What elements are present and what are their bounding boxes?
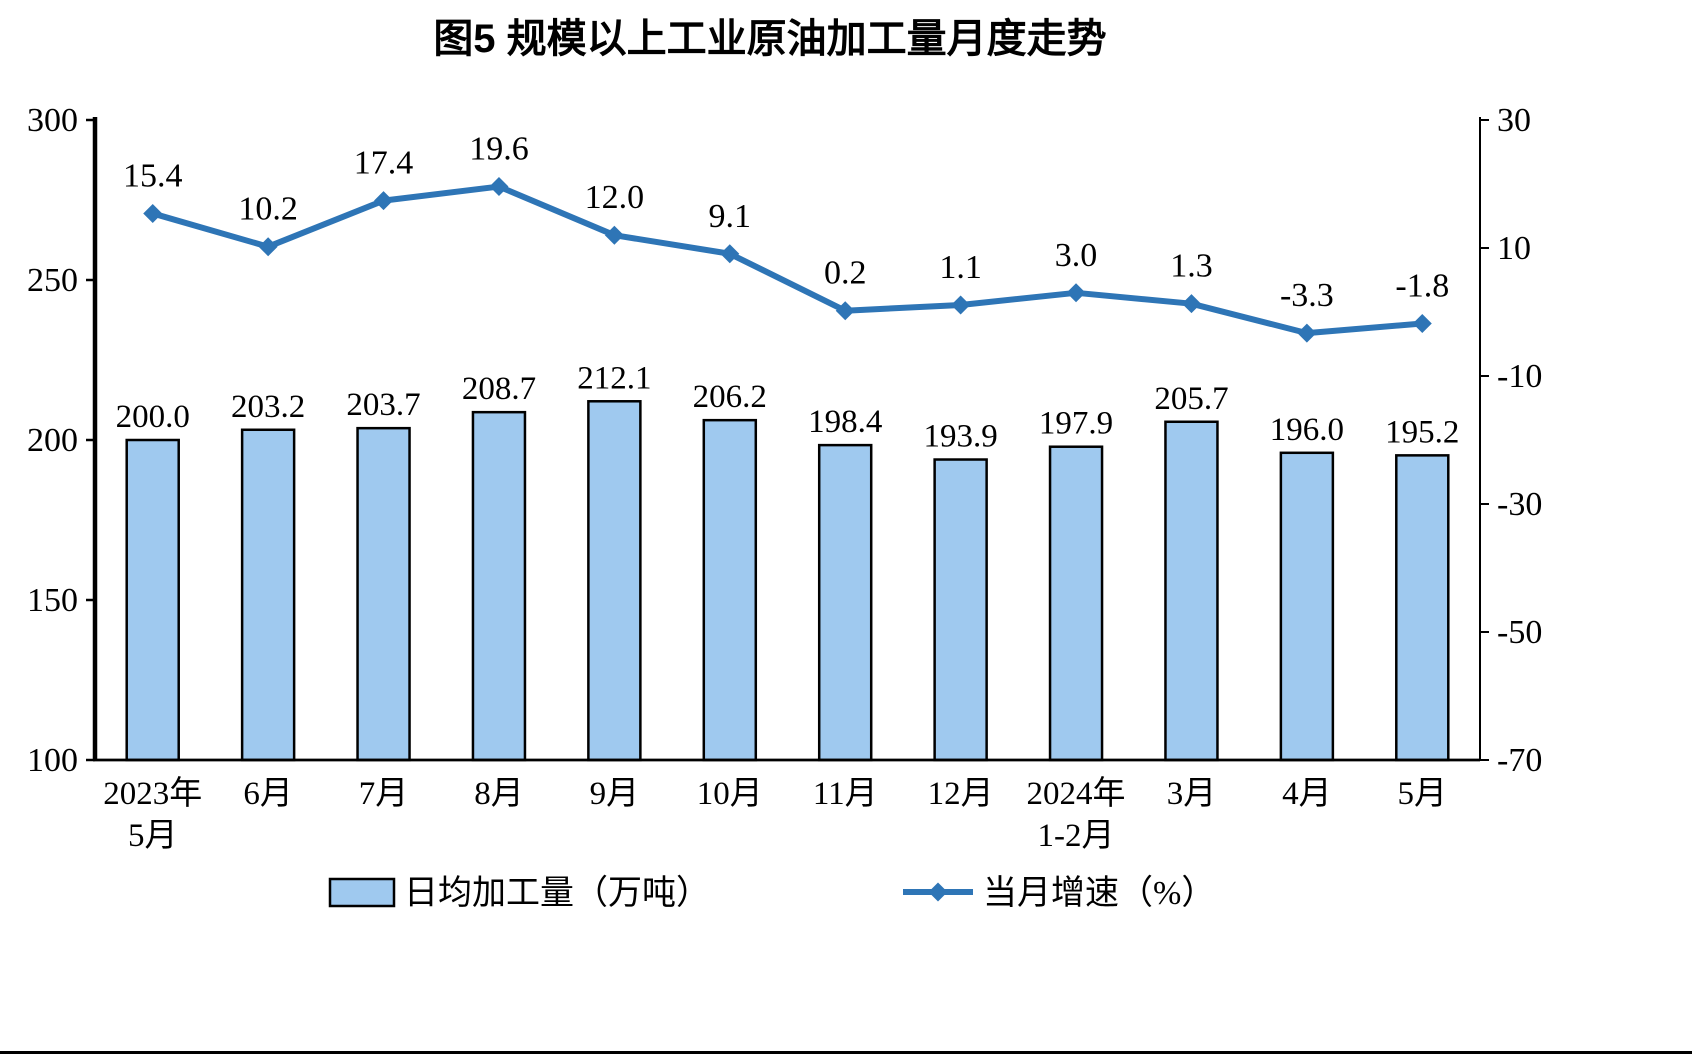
line-value-label-4: 12.0 <box>585 179 645 216</box>
legend-line-label: 当月增速（%） <box>983 874 1215 912</box>
line-value-label-0: 15.4 <box>123 157 183 194</box>
line-value-label-2: 17.4 <box>354 145 414 182</box>
line-marker-2 <box>374 191 394 211</box>
line-marker-5 <box>720 244 740 264</box>
bar-value-label-7: 193.9 <box>924 419 998 455</box>
line-value-label-7: 1.1 <box>939 249 982 286</box>
bar-value-label-8: 197.9 <box>1039 406 1113 442</box>
left-tick-label-2: 200 <box>27 422 78 459</box>
bar-3 <box>471 410 527 762</box>
line-value-label-5: 9.1 <box>709 198 752 235</box>
right-tick-label-4: 10 <box>1497 230 1531 267</box>
bar-value-label-2: 203.7 <box>346 387 420 423</box>
bar-5 <box>702 418 758 762</box>
line-marker-7 <box>951 295 971 315</box>
bar-value-label-11: 195.2 <box>1385 414 1459 450</box>
x-axis-label-0: 2023年 <box>103 775 202 812</box>
line-value-label-8: 3.0 <box>1055 237 1098 274</box>
right-tick-label-5: 30 <box>1497 102 1531 139</box>
x-axis-label-3: 8月 <box>474 776 524 812</box>
bar-0 <box>125 438 180 762</box>
line-marker-4 <box>604 225 624 245</box>
bar-value-label-0: 200.0 <box>116 399 190 435</box>
line-value-label-9: 1.3 <box>1170 248 1213 285</box>
x-axis-label-10: 4月 <box>1282 776 1332 812</box>
bar-4 <box>587 400 642 762</box>
line-value-label-11: -1.8 <box>1395 268 1449 305</box>
line-marker-3 <box>489 177 509 197</box>
bar-1 <box>240 428 296 762</box>
right-tick-label-0: -70 <box>1497 742 1542 779</box>
trend-line <box>149 183 1426 337</box>
line-marker-6 <box>835 301 855 321</box>
bar-value-label-10: 196.0 <box>1270 412 1344 448</box>
bar-value-label-1: 203.2 <box>231 389 305 425</box>
x-axis-label-2: 7月 <box>359 776 409 812</box>
x-axis-label-11: 5月 <box>1398 776 1448 812</box>
legend-bar-label: 日均加工量（万吨） <box>404 874 710 912</box>
x-axis-label-6: 11月 <box>813 776 878 812</box>
bar-2 <box>356 426 411 762</box>
x-axis-label-8: 2024年 <box>1027 775 1126 812</box>
right-tick-label-2: -30 <box>1497 486 1542 523</box>
plot-area: 200.0 203.2 203.7 208.7 212.1 206.2 198.4 193.9… <box>27 102 1542 854</box>
chart-title: 图5 规模以上工业原油加工量月度走势 <box>433 17 1106 61</box>
legend-bar-swatch <box>328 877 396 908</box>
legend: 日均加工量（万吨） 当月增速（%） <box>328 874 1215 912</box>
bar-11 <box>1395 454 1450 762</box>
left-tick-label-4: 300 <box>27 102 78 139</box>
line-marker-0 <box>143 203 163 223</box>
x-axis-label-8-line2: 1-2月 <box>1038 818 1115 854</box>
right-tick-label-3: -10 <box>1497 358 1542 395</box>
x-axis-label-4: 9月 <box>590 776 640 812</box>
bar-value-label-9: 205.7 <box>1154 381 1228 417</box>
legend-line-marker <box>928 882 948 902</box>
line-value-label-6: 0.2 <box>824 255 867 292</box>
x-axis-label-5: 10月 <box>697 776 763 812</box>
bar-value-label-4: 212.1 <box>577 360 651 396</box>
left-tick-label-3: 250 <box>27 262 78 299</box>
line-value-label-3: 19.6 <box>469 131 529 168</box>
left-tick-label-1: 150 <box>27 582 78 619</box>
x-axis-label-0-line2: 5月 <box>128 818 178 854</box>
line-marker-1 <box>258 237 278 257</box>
bar-7 <box>933 458 988 762</box>
bar-value-label-5: 206.2 <box>693 379 767 415</box>
line-marker-9 <box>1181 294 1201 314</box>
line-marker-8 <box>1066 283 1086 303</box>
bar-6 <box>817 443 873 762</box>
bar-10 <box>1279 451 1335 762</box>
x-axis-label-1: 6月 <box>243 776 293 812</box>
bar-9 <box>1164 420 1219 762</box>
line-marker-11 <box>1412 314 1432 334</box>
right-tick-label-1: -50 <box>1497 614 1542 651</box>
bar-value-label-3: 208.7 <box>462 371 536 407</box>
left-tick-label-0: 100 <box>27 742 78 779</box>
line-value-label-10: -3.3 <box>1280 277 1334 314</box>
line-value-label-1: 10.2 <box>238 191 298 228</box>
x-axis-label-7: 12月 <box>928 776 994 812</box>
bar-8 <box>1048 445 1104 762</box>
x-axis-label-9: 3月 <box>1167 776 1217 812</box>
line-marker-10 <box>1297 323 1317 343</box>
page-bottom-rule <box>0 1051 1692 1054</box>
bar-value-label-6: 198.4 <box>808 404 882 440</box>
